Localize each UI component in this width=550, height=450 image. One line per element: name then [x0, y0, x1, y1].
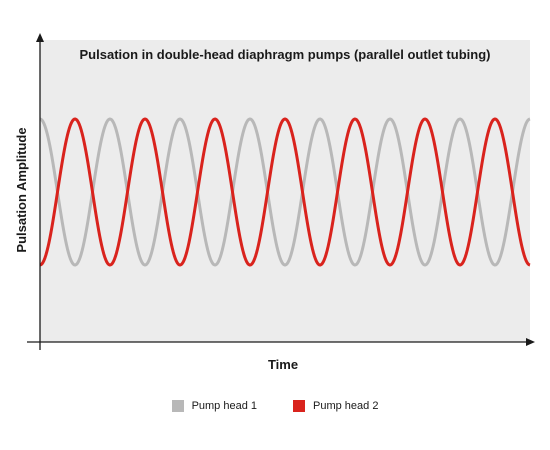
- legend-label-pump-head-1: Pump head 1: [191, 400, 257, 412]
- legend-item-pump-head-2: Pump head 2: [293, 400, 378, 412]
- legend-item-pump-head-1: Pump head 1: [171, 400, 257, 412]
- legend-label-pump-head-2: Pump head 2: [313, 400, 379, 412]
- series-layer: [39, 117, 531, 267]
- legend: Pump head 1 Pump head 2: [0, 400, 550, 412]
- series-line-pump-head-1: [39, 117, 531, 267]
- y-axis-arrow: [36, 33, 44, 42]
- plot-background: [40, 40, 530, 342]
- legend-swatch-pump-head-2: [293, 400, 305, 412]
- x-axis-arrow: [526, 338, 535, 346]
- legend-swatch-pump-head-1: [171, 400, 184, 412]
- y-axis-label: Pulsation Amplitude: [14, 127, 29, 252]
- x-axis-label: Time: [268, 357, 298, 372]
- chart-title: Pulsation in double-head diaphragm pumps…: [80, 47, 491, 62]
- series-line-pump-head-2: [39, 117, 531, 267]
